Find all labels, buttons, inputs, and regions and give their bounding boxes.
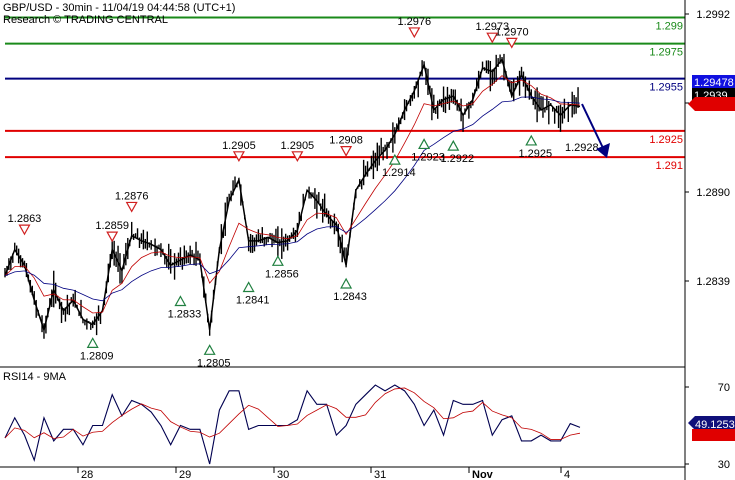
current-rsi-marker bbox=[688, 416, 735, 430]
signal-high-triangle-icon bbox=[505, 37, 518, 49]
current-price-label: 1.29478 bbox=[694, 77, 734, 89]
target-label: 1.2928 bbox=[565, 142, 599, 154]
price-tick-label: 1.2992 bbox=[696, 9, 730, 21]
time-tick-label: Nov bbox=[472, 469, 494, 480]
level-label: 1.2975 bbox=[649, 47, 683, 59]
signal-low-label: 1.2809 bbox=[80, 350, 114, 362]
time-tick-label: 28 bbox=[81, 469, 93, 480]
key-levels: 1.299 1.2975 1.2955 1.2925 1.291 bbox=[5, 16, 685, 172]
signal-high-label: 1.2970 bbox=[495, 26, 529, 38]
signal-low-label: 1.2843 bbox=[333, 291, 367, 303]
signal-low-label: 1.2923 bbox=[411, 151, 445, 163]
signal-high-label: 1.2905 bbox=[281, 140, 315, 152]
signal-low-triangle-icon bbox=[418, 138, 431, 150]
signal-high-triangle-icon bbox=[408, 27, 421, 39]
signal-low-triangle-icon bbox=[340, 277, 353, 289]
signal-low-label: 1.2841 bbox=[236, 295, 270, 307]
level-label: 1.2955 bbox=[649, 82, 683, 94]
signal-low-label: 1.2914 bbox=[382, 167, 416, 179]
level-label: 1.291 bbox=[655, 160, 683, 172]
fast-ma-line bbox=[4, 75, 581, 314]
signal-annotations: 1.2863 1.2859 1.2876 1.2905 1.2905 1.2908 1.29… bbox=[8, 16, 610, 369]
signal-low-triangle-icon bbox=[242, 281, 255, 293]
rsi-line bbox=[4, 384, 581, 465]
arrow-down-icon bbox=[596, 143, 610, 158]
signal-high-triangle-icon bbox=[486, 32, 499, 44]
signal-high-triangle-icon bbox=[340, 145, 353, 157]
signal-high-triangle-icon bbox=[125, 201, 138, 213]
signal-low-triangle-icon bbox=[86, 337, 99, 348]
signal-low-triangle-icon bbox=[174, 295, 187, 307]
chart-credit: Research © TRADING CENTRAL bbox=[3, 14, 168, 26]
signal-high-triangle-icon bbox=[232, 151, 245, 163]
signal-high-label: 1.2976 bbox=[397, 16, 431, 28]
signal-high-label: 1.2859 bbox=[95, 220, 129, 232]
signal-low-label: 1.2925 bbox=[518, 148, 552, 160]
signal-low-triangle-icon bbox=[203, 344, 216, 355]
slow-ma-line bbox=[4, 96, 581, 302]
signal-high-label: 1.2973 bbox=[475, 21, 509, 33]
time-tick-label: 4 bbox=[564, 469, 570, 480]
signal-low-label: 1.2805 bbox=[197, 357, 231, 369]
signal-low-label: 1.2833 bbox=[168, 308, 202, 320]
forecast-arrow-line bbox=[581, 103, 604, 149]
signal-high-triangle-icon bbox=[106, 231, 119, 243]
rsi-title: RSI14 - 9MA bbox=[3, 371, 67, 383]
signal-low-triangle-icon bbox=[388, 153, 401, 165]
price-line bbox=[4, 57, 581, 333]
time-tick-label: 30 bbox=[277, 469, 289, 480]
signal-low-label: 1.2856 bbox=[265, 268, 299, 280]
time-tick-label: 29 bbox=[179, 469, 191, 480]
current-rsi-label: 49.1253 bbox=[695, 419, 735, 431]
signal-high-label: 1.2863 bbox=[8, 213, 42, 225]
price-bars bbox=[4, 53, 581, 339]
moving-averages bbox=[4, 75, 581, 314]
signal-low-triangle-icon bbox=[271, 255, 284, 266]
rsi-panel bbox=[4, 384, 581, 465]
signal-high-label: 1.2905 bbox=[222, 140, 256, 152]
signal-low-label: 1.2922 bbox=[440, 153, 474, 165]
current-price-marker bbox=[688, 97, 735, 111]
rsi-tick-label: 30 bbox=[718, 459, 730, 471]
price-tick-label: 1.2839 bbox=[696, 276, 730, 288]
signal-low-triangle-icon bbox=[447, 139, 460, 151]
signal-high-triangle-icon bbox=[18, 224, 31, 236]
signal-high-label: 1.2876 bbox=[115, 190, 149, 202]
signal-high-triangle-icon bbox=[291, 151, 304, 163]
signal-low-triangle-icon bbox=[525, 134, 538, 146]
time-tick-label: 31 bbox=[374, 469, 386, 480]
rsi-ma-line bbox=[4, 387, 581, 440]
chart-title: GBP/USD - 30min - 11/04/19 04:44:58 (UTC… bbox=[3, 2, 235, 14]
rsi-tick-label: 70 bbox=[718, 382, 730, 394]
price-tick-label: 1.2890 bbox=[696, 187, 730, 199]
level-label: 1.299 bbox=[655, 21, 683, 33]
level-label: 1.2925 bbox=[649, 134, 683, 146]
current-price-label-bg bbox=[692, 75, 735, 88]
signal-high-label: 1.2908 bbox=[329, 135, 363, 147]
current-rsi-ma-label-bg bbox=[692, 429, 735, 441]
